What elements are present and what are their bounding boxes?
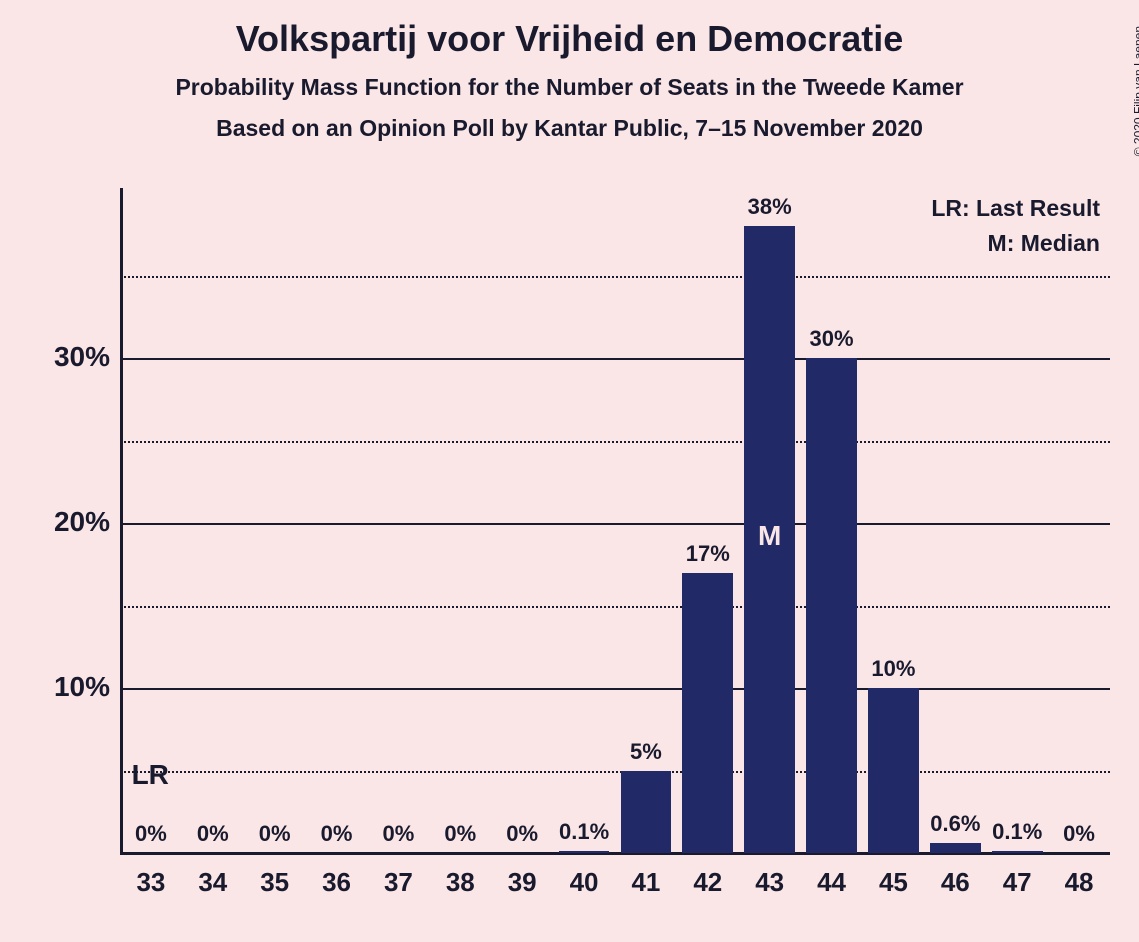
x-tick-label: 43 — [739, 867, 801, 898]
legend-last-result: LR: Last Result — [931, 195, 1100, 222]
x-tick-label: 48 — [1048, 867, 1110, 898]
x-tick-label: 45 — [863, 867, 925, 898]
bar — [868, 688, 919, 853]
x-tick-label: 36 — [306, 867, 368, 898]
y-tick-label: 20% — [30, 506, 110, 538]
bar-value-label: 38% — [739, 194, 801, 220]
y-tick-label: 10% — [30, 671, 110, 703]
bar-value-label: 0% — [244, 821, 306, 847]
bar-value-label: 0.1% — [986, 819, 1048, 845]
x-tick-label: 35 — [244, 867, 306, 898]
x-tick-label: 33 — [120, 867, 182, 898]
gridline-major — [120, 688, 1110, 690]
bar-value-label: 30% — [801, 326, 863, 352]
y-tick-label: 30% — [30, 341, 110, 373]
x-tick-label: 40 — [553, 867, 615, 898]
x-tick-label: 42 — [677, 867, 739, 898]
gridline-minor — [120, 441, 1110, 443]
bar-value-label: 10% — [863, 656, 925, 682]
x-tick-label: 44 — [801, 867, 863, 898]
bar — [930, 843, 981, 853]
plot-area: 0%LR0%0%0%0%0%0%0.1%5%17%38%M30%10%0.6%0… — [120, 193, 1110, 853]
chart-title: Volkspartij voor Vrijheid en Democratie — [0, 18, 1139, 60]
bar-value-label: 0% — [306, 821, 368, 847]
gridline-minor — [120, 276, 1110, 278]
x-tick-label: 37 — [368, 867, 430, 898]
gridline-major — [120, 523, 1110, 525]
bar-value-label: 0% — [120, 821, 182, 847]
bar — [682, 573, 733, 854]
gridline-major — [120, 358, 1110, 360]
bar-value-label: 0% — [491, 821, 553, 847]
x-tick-label: 39 — [491, 867, 553, 898]
bar-value-label: 17% — [677, 541, 739, 567]
x-tick-label: 38 — [429, 867, 491, 898]
gridline-minor — [120, 606, 1110, 608]
bar — [621, 771, 672, 854]
bar-value-label: 0.1% — [553, 819, 615, 845]
y-axis — [120, 188, 123, 853]
x-tick-label: 34 — [182, 867, 244, 898]
bar-value-label: 5% — [615, 739, 677, 765]
bar — [559, 851, 610, 853]
bar-value-label: 0% — [1048, 821, 1110, 847]
bar — [806, 358, 857, 853]
legend-median: M: Median — [931, 230, 1100, 257]
copyright-text: © 2020 Filip van Laenen — [1131, 26, 1139, 156]
x-tick-label: 46 — [924, 867, 986, 898]
chart-subtitle-2: Based on an Opinion Poll by Kantar Publi… — [0, 115, 1139, 142]
bar-value-label: 0% — [368, 821, 430, 847]
chart-subtitle-1: Probability Mass Function for the Number… — [0, 74, 1139, 101]
bar-value-label: 0% — [429, 821, 491, 847]
gridline-minor — [120, 771, 1110, 773]
median-marker: M — [744, 520, 795, 552]
bar-value-label: 0.6% — [924, 811, 986, 837]
bar — [992, 851, 1043, 853]
bar-value-label: 0% — [182, 821, 244, 847]
last-result-marker: LR — [132, 759, 169, 791]
x-tick-label: 41 — [615, 867, 677, 898]
legend-block: LR: Last Result M: Median — [931, 195, 1100, 257]
x-tick-label: 47 — [986, 867, 1048, 898]
